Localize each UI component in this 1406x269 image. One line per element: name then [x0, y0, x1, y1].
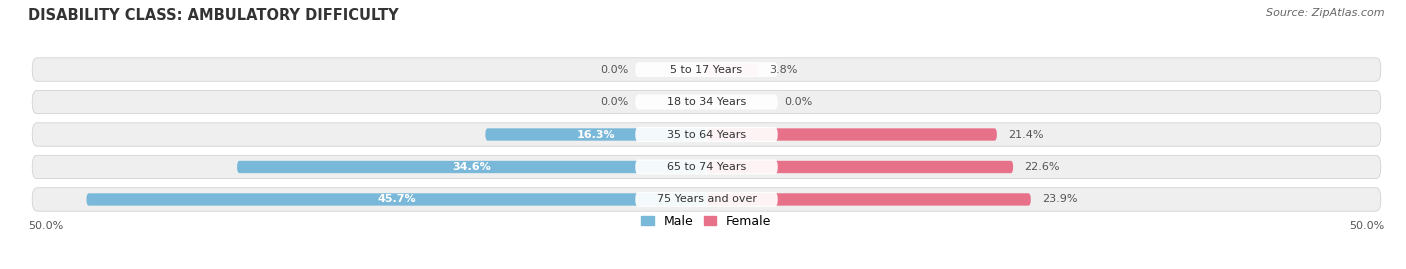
Text: 0.0%: 0.0% [600, 97, 628, 107]
Text: 16.3%: 16.3% [576, 129, 616, 140]
Text: 34.6%: 34.6% [453, 162, 491, 172]
Text: 5 to 17 Years: 5 to 17 Years [671, 65, 742, 75]
Text: 0.0%: 0.0% [600, 65, 628, 75]
Text: DISABILITY CLASS: AMBULATORY DIFFICULTY: DISABILITY CLASS: AMBULATORY DIFFICULTY [28, 8, 399, 23]
FancyBboxPatch shape [86, 193, 707, 206]
Text: 75 Years and over: 75 Years and over [657, 194, 756, 204]
Text: 23.9%: 23.9% [1042, 194, 1077, 204]
FancyBboxPatch shape [32, 58, 1381, 81]
FancyBboxPatch shape [636, 160, 778, 175]
Text: Source: ZipAtlas.com: Source: ZipAtlas.com [1267, 8, 1385, 18]
Text: 50.0%: 50.0% [1350, 221, 1385, 231]
Text: 22.6%: 22.6% [1024, 162, 1060, 172]
FancyBboxPatch shape [707, 161, 1014, 173]
Text: 18 to 34 Years: 18 to 34 Years [666, 97, 747, 107]
Text: 35 to 64 Years: 35 to 64 Years [666, 129, 747, 140]
Text: 45.7%: 45.7% [377, 194, 416, 204]
FancyBboxPatch shape [707, 193, 1031, 206]
FancyBboxPatch shape [636, 127, 778, 142]
Text: 21.4%: 21.4% [1008, 129, 1043, 140]
FancyBboxPatch shape [485, 128, 707, 141]
Text: 0.0%: 0.0% [785, 97, 813, 107]
Text: 3.8%: 3.8% [769, 65, 797, 75]
Text: 50.0%: 50.0% [28, 221, 63, 231]
FancyBboxPatch shape [32, 188, 1381, 211]
FancyBboxPatch shape [707, 63, 758, 76]
Legend: Male, Female: Male, Female [641, 215, 772, 228]
FancyBboxPatch shape [238, 161, 707, 173]
FancyBboxPatch shape [636, 192, 778, 207]
Text: 65 to 74 Years: 65 to 74 Years [666, 162, 747, 172]
FancyBboxPatch shape [32, 90, 1381, 114]
FancyBboxPatch shape [32, 123, 1381, 146]
FancyBboxPatch shape [636, 94, 778, 109]
FancyBboxPatch shape [32, 155, 1381, 179]
FancyBboxPatch shape [636, 62, 778, 77]
FancyBboxPatch shape [707, 128, 997, 141]
